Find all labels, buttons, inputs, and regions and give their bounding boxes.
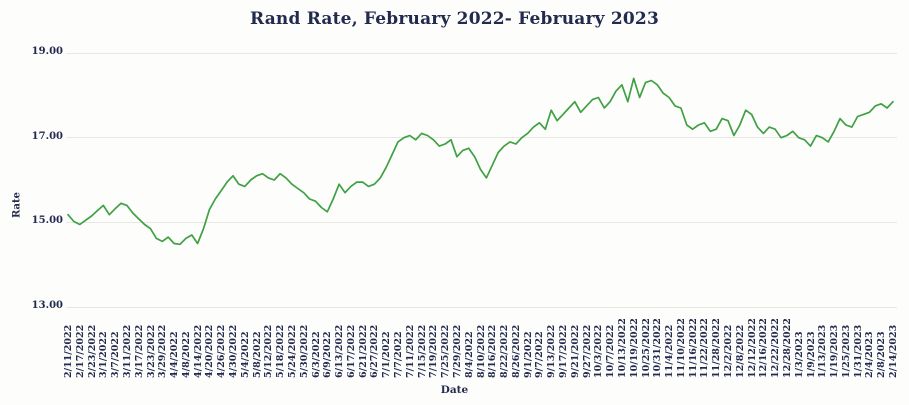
y-tick-label: 15.00 xyxy=(31,215,63,227)
gridline xyxy=(66,221,897,223)
chart-title: Rand Rate, February 2022- February 2023 xyxy=(250,9,659,29)
y-tick-label: 13.00 xyxy=(31,300,63,311)
y-tick-label: 17.00 xyxy=(31,130,63,142)
x-axis-title: Date xyxy=(440,384,469,396)
rate-line xyxy=(67,77,894,246)
y-tick-label: 19.00 xyxy=(31,46,63,57)
gridline xyxy=(66,137,897,139)
gridline xyxy=(66,306,897,308)
gridline xyxy=(66,52,897,54)
